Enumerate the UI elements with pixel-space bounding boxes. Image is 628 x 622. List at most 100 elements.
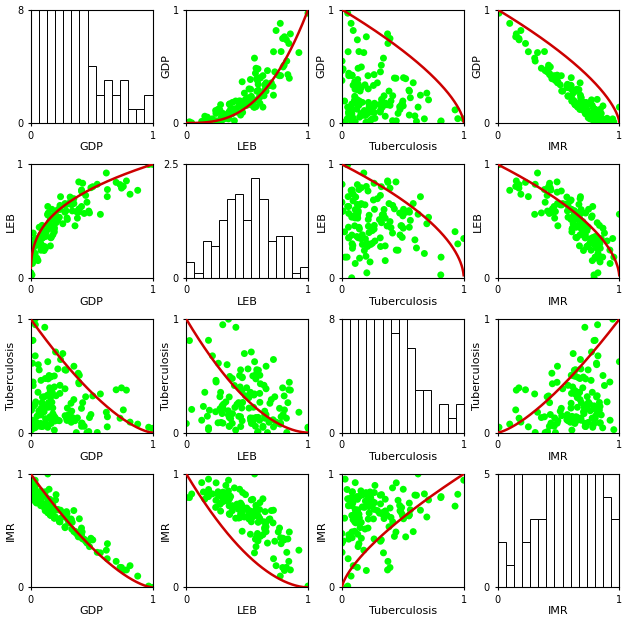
Point xyxy=(347,187,357,197)
Point xyxy=(568,223,578,233)
Point xyxy=(350,116,360,126)
Point xyxy=(45,388,55,397)
Point xyxy=(259,517,269,527)
Point xyxy=(62,403,72,413)
X-axis label: GDP: GDP xyxy=(80,606,104,616)
Point xyxy=(395,230,405,240)
Point xyxy=(33,256,43,266)
Point xyxy=(352,211,362,221)
Point xyxy=(579,228,589,238)
Point xyxy=(60,198,70,208)
Point xyxy=(55,205,65,215)
Point xyxy=(570,86,580,96)
X-axis label: LEB: LEB xyxy=(237,297,257,307)
Point xyxy=(235,371,245,381)
Point xyxy=(580,109,590,119)
Point xyxy=(45,494,55,504)
Point xyxy=(248,512,258,522)
Point xyxy=(237,503,247,513)
Point xyxy=(553,198,563,208)
Point xyxy=(574,200,584,210)
Point xyxy=(544,391,554,401)
Point xyxy=(236,422,246,432)
Point xyxy=(36,230,46,240)
Point xyxy=(404,206,414,216)
Point xyxy=(347,230,357,240)
Point xyxy=(350,526,360,536)
Point xyxy=(62,413,72,423)
Point xyxy=(41,228,51,238)
Point xyxy=(55,517,65,527)
Point xyxy=(246,413,256,423)
Point xyxy=(60,364,70,374)
Point xyxy=(40,501,50,511)
Point xyxy=(575,213,585,223)
Point xyxy=(571,412,581,422)
Point xyxy=(273,70,283,80)
Point xyxy=(562,81,572,91)
Point xyxy=(46,213,57,223)
Point xyxy=(393,245,403,255)
Point xyxy=(556,186,566,196)
Point xyxy=(590,112,600,122)
Point xyxy=(338,64,348,74)
Point xyxy=(598,114,608,124)
Point xyxy=(420,114,430,124)
Point xyxy=(340,96,350,106)
Point xyxy=(450,226,460,236)
Point xyxy=(36,486,46,496)
Point xyxy=(349,95,359,105)
Point xyxy=(284,39,294,49)
Point xyxy=(254,93,264,103)
X-axis label: Tuberculosis: Tuberculosis xyxy=(369,606,437,616)
Point xyxy=(224,421,234,431)
Point xyxy=(46,233,56,243)
Bar xyxy=(415,390,423,433)
Point xyxy=(70,526,80,536)
Point xyxy=(213,487,223,497)
Point xyxy=(363,215,373,225)
Point xyxy=(575,388,585,397)
Point xyxy=(492,159,502,169)
Point xyxy=(221,113,231,123)
Point xyxy=(204,406,214,415)
Bar xyxy=(358,192,366,433)
Point xyxy=(242,383,252,392)
Point xyxy=(563,206,573,216)
Point xyxy=(248,511,258,521)
Point xyxy=(354,222,364,232)
Point xyxy=(274,71,284,81)
Point xyxy=(355,522,365,532)
Point xyxy=(571,100,581,110)
Point xyxy=(394,102,404,112)
Point xyxy=(580,374,590,384)
Point xyxy=(236,498,246,508)
Point xyxy=(294,48,304,58)
Point xyxy=(41,402,51,412)
Point xyxy=(237,373,247,383)
Point xyxy=(78,179,88,188)
Point xyxy=(505,185,515,195)
Point xyxy=(270,67,280,77)
Bar xyxy=(187,262,195,278)
Point xyxy=(45,413,55,423)
Point xyxy=(43,373,53,383)
Point xyxy=(227,374,237,384)
Point xyxy=(582,241,592,251)
Point xyxy=(544,179,555,188)
Point xyxy=(540,197,550,207)
Point xyxy=(599,228,609,238)
Point xyxy=(352,104,362,114)
Point xyxy=(269,422,279,432)
Point xyxy=(589,273,599,283)
Point xyxy=(595,418,605,428)
Point xyxy=(259,380,269,390)
Point xyxy=(389,73,399,83)
Point xyxy=(550,213,560,223)
Point xyxy=(348,196,358,206)
Point xyxy=(605,116,615,126)
Point xyxy=(608,233,618,243)
Point xyxy=(101,545,111,555)
Point xyxy=(47,498,57,508)
Point xyxy=(39,407,49,417)
